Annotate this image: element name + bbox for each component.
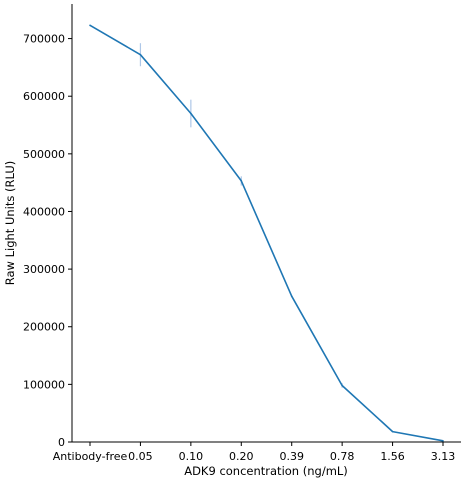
data-point	[89, 24, 91, 27]
x-tick-label: 1.56	[380, 450, 405, 463]
y-tick-label: 700000	[23, 33, 65, 46]
data-point	[139, 53, 142, 56]
plot-area	[89, 24, 444, 442]
y-tick-label: 600000	[23, 90, 65, 103]
y-tick-label: 400000	[23, 205, 65, 218]
series-line	[89, 24, 444, 442]
x-tick-label: 0.20	[229, 450, 254, 463]
y-axis-title: Raw Light Units (RLU)	[3, 161, 17, 285]
y-tick-label: 300000	[23, 263, 65, 276]
y-tick-label: 0	[58, 436, 65, 449]
data-point	[290, 295, 293, 297]
x-tick-label: 0.10	[179, 450, 204, 463]
data-point	[442, 440, 444, 442]
y-tick-label: 200000	[23, 321, 65, 334]
x-tick-label: 0.39	[279, 450, 304, 463]
y-axis-ticks: 0 100000 200000 300000 400000 500000 600000 700…	[23, 33, 72, 449]
data-point	[190, 112, 192, 115]
x-tick-label: Antibody-free	[53, 450, 128, 463]
y-tick-label: 500000	[23, 148, 65, 161]
data-point	[341, 384, 343, 387]
x-axis-ticks: Antibody-free 0.05 0.10 0.20 0.39 0.78 1.56 3.1…	[53, 442, 456, 463]
x-tick-label: 0.05	[128, 450, 153, 463]
y-tick-label: 100000	[23, 378, 65, 391]
x-tick-label: 3.13	[431, 450, 456, 463]
data-point	[391, 430, 394, 433]
x-axis-title: ADK9 concentration (ng/mL)	[184, 464, 348, 478]
x-tick-label: 0.78	[330, 450, 355, 463]
data-point	[240, 180, 243, 182]
